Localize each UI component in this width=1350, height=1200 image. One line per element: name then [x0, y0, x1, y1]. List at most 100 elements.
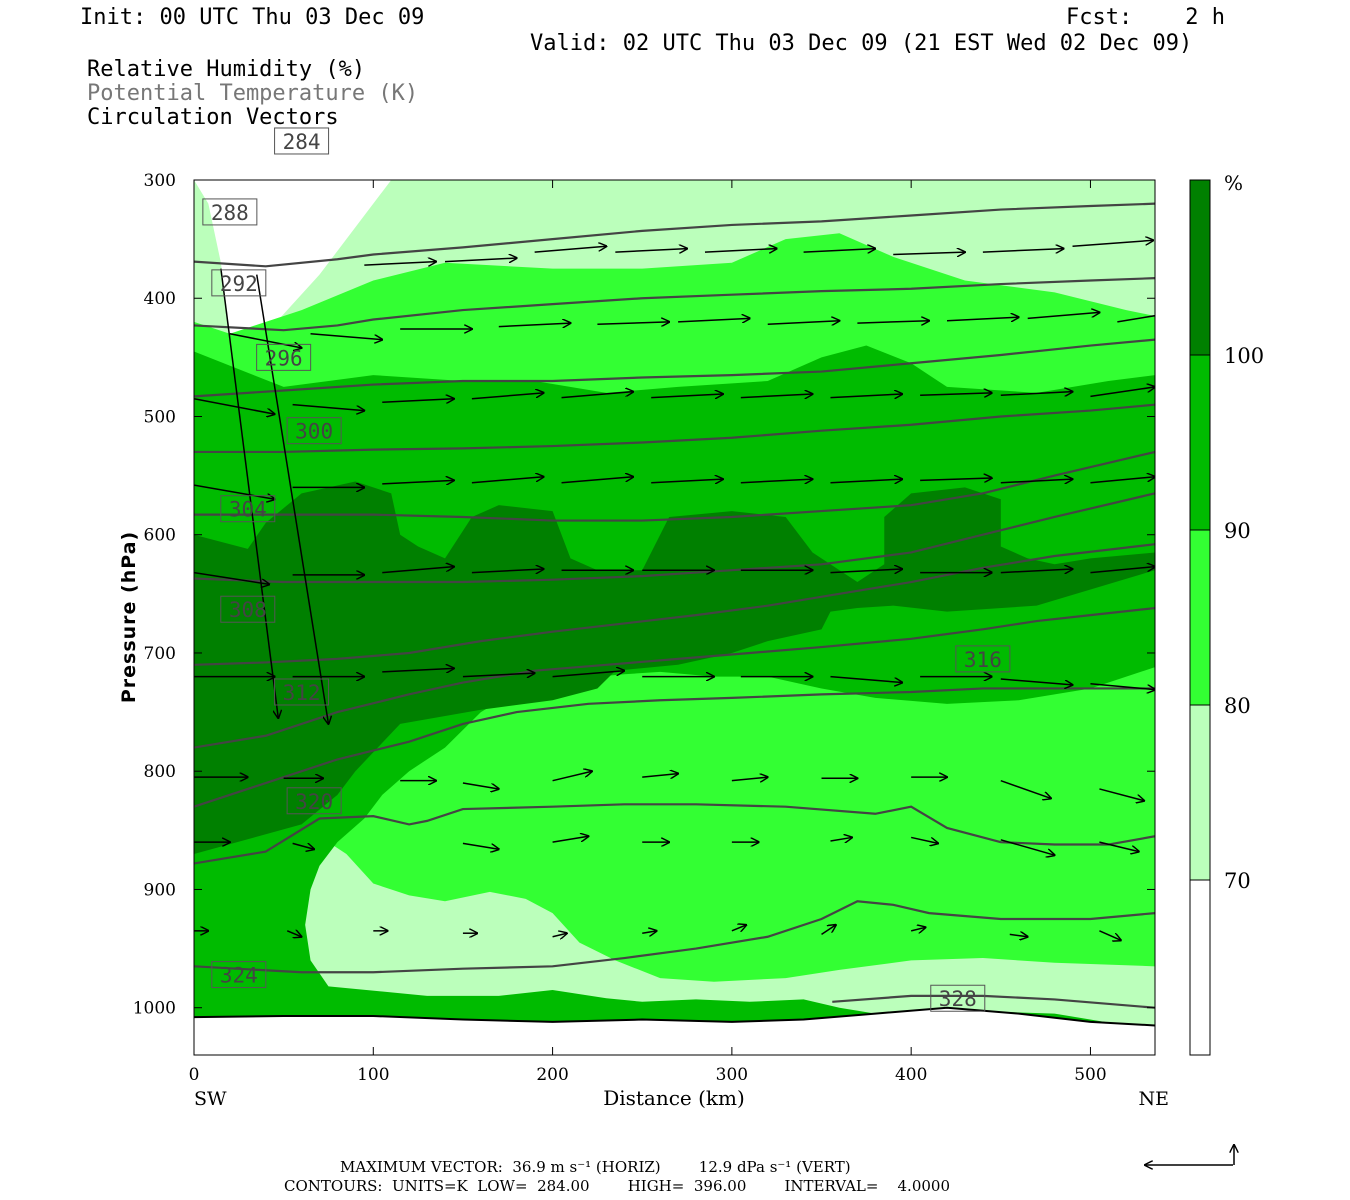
vector-38 [651, 479, 723, 483]
theta-label-box-328 [274, 127, 330, 155]
vector-75 [1000, 779, 1051, 799]
theta-label-box-304 [220, 595, 276, 623]
vector-94 [821, 925, 836, 936]
colorbar-label-70: 70 [1224, 869, 1251, 893]
vector-70 [552, 771, 592, 782]
y-tick-label-600: 600 [144, 526, 176, 546]
vector-2 [364, 262, 436, 266]
vector-62 [830, 675, 902, 683]
theta-label-box-300 [274, 678, 330, 706]
theta-contour-328 [194, 202, 1155, 268]
colorbar-band-1 [1189, 354, 1211, 531]
vector-51 [830, 569, 902, 573]
forecast-hour: Fcst: 2 h [1066, 5, 1225, 30]
theta-contour-320 [194, 338, 1155, 398]
vector-31 [1000, 392, 1073, 396]
vector-8 [893, 252, 965, 254]
vector-64 [1000, 678, 1073, 685]
vector-80 [552, 836, 589, 843]
colorbar-band-0 [1189, 179, 1211, 356]
vector-20 [1027, 312, 1100, 320]
vector-0 [220, 268, 278, 718]
theta-label-328: 284 [283, 130, 321, 154]
x-tick-label-0: 0 [189, 1065, 200, 1085]
vector-85 [1000, 839, 1055, 855]
vector-7 [803, 249, 876, 253]
colorbar-label-80: 80 [1224, 694, 1251, 718]
theta-label-288: 324 [220, 964, 258, 988]
theta-contour-308 [194, 492, 1155, 584]
y-axis-label: Pressure (hPa) [118, 531, 140, 703]
colorbar-label-90: 90 [1224, 519, 1251, 543]
theta-label-316: 296 [265, 346, 303, 370]
footer-max-vector: MAXIMUM VECTOR: 36.9 m s⁻¹ (HORIZ) 12.9 … [340, 1158, 851, 1176]
vector-1 [256, 274, 329, 724]
vector-78 [292, 842, 315, 849]
vector-14 [498, 323, 571, 327]
theta-contour-284 [832, 994, 1155, 1009]
vector-79 [462, 842, 499, 849]
vector-57 [382, 668, 454, 672]
vector-11 [229, 332, 302, 348]
theta-label-300: 312 [283, 681, 321, 705]
theta-label-312: 300 [295, 420, 333, 444]
circulation-vectors [194, 240, 1155, 940]
vector-22 [194, 398, 275, 414]
field-label-theta: Potential Temperature (K) [87, 81, 419, 106]
vector-84 [911, 836, 938, 843]
footer-contour-info: CONTOURS: UNITS=K LOW= 284.00 HIGH= 396.… [284, 1177, 950, 1195]
rh-shading [194, 180, 1155, 1055]
theta-label-284: 328 [939, 987, 977, 1011]
theta-contour-296 [194, 687, 1155, 808]
vector-25 [471, 393, 544, 400]
contour-labels: 328 324 320 316 312 308 304 300 296 292 288 284 [202, 127, 1011, 1012]
colorbar-unit: % [1224, 171, 1243, 195]
theta-label-292: 320 [295, 790, 333, 814]
x-end-label-left: SW [194, 1088, 227, 1110]
vector-71 [642, 774, 678, 778]
ground-line [194, 1006, 1155, 1027]
vector-92 [642, 931, 656, 933]
vector-41 [920, 478, 992, 480]
vector-28 [740, 394, 813, 398]
vector-69 [462, 782, 499, 789]
theta-label-box-308 [220, 495, 276, 523]
vector-72 [731, 777, 768, 781]
vector-4 [534, 246, 607, 253]
y-tick-label-400: 400 [144, 289, 176, 309]
vector-35 [382, 480, 454, 484]
y-tick-label-300: 300 [144, 171, 176, 191]
theta-label-box-312 [286, 417, 342, 445]
y-tick-label-800: 800 [144, 762, 176, 782]
vector-5 [615, 249, 687, 253]
x-end-label-right: NE [1139, 1088, 1170, 1110]
vector-97 [1099, 930, 1121, 940]
theta-label-box-288 [211, 961, 267, 989]
colorbar-band-3 [1189, 704, 1211, 881]
x-tick-label-200: 200 [536, 1065, 568, 1085]
vector-32 [1090, 387, 1155, 398]
colorbar-label-100: 100 [1224, 344, 1264, 368]
vector-18 [857, 321, 929, 323]
reference-vector-icon [1145, 1145, 1234, 1165]
vector-58 [462, 673, 535, 677]
theta-contours [194, 202, 1155, 1009]
vector-46 [382, 567, 454, 574]
vector-33 [194, 484, 275, 499]
vector-12 [310, 332, 383, 340]
init-time: Init: 00 UTC Thu 03 Dec 09 [80, 5, 425, 30]
vector-3 [444, 258, 517, 262]
x-tick-label-100: 100 [357, 1065, 389, 1085]
vector-88 [286, 931, 301, 937]
colorbar: 100 90 80 70% [1189, 171, 1264, 1056]
colorbar-band-2 [1189, 529, 1211, 706]
vector-30 [920, 393, 992, 395]
plot-frame [193, 179, 1156, 1056]
vector-96 [1009, 934, 1028, 936]
vector-44 [194, 571, 269, 585]
field-label-vectors: Circulation Vectors [87, 105, 339, 130]
x-tick-label-400: 400 [895, 1065, 927, 1085]
vector-86 [1099, 841, 1138, 851]
vector-15 [597, 322, 669, 324]
